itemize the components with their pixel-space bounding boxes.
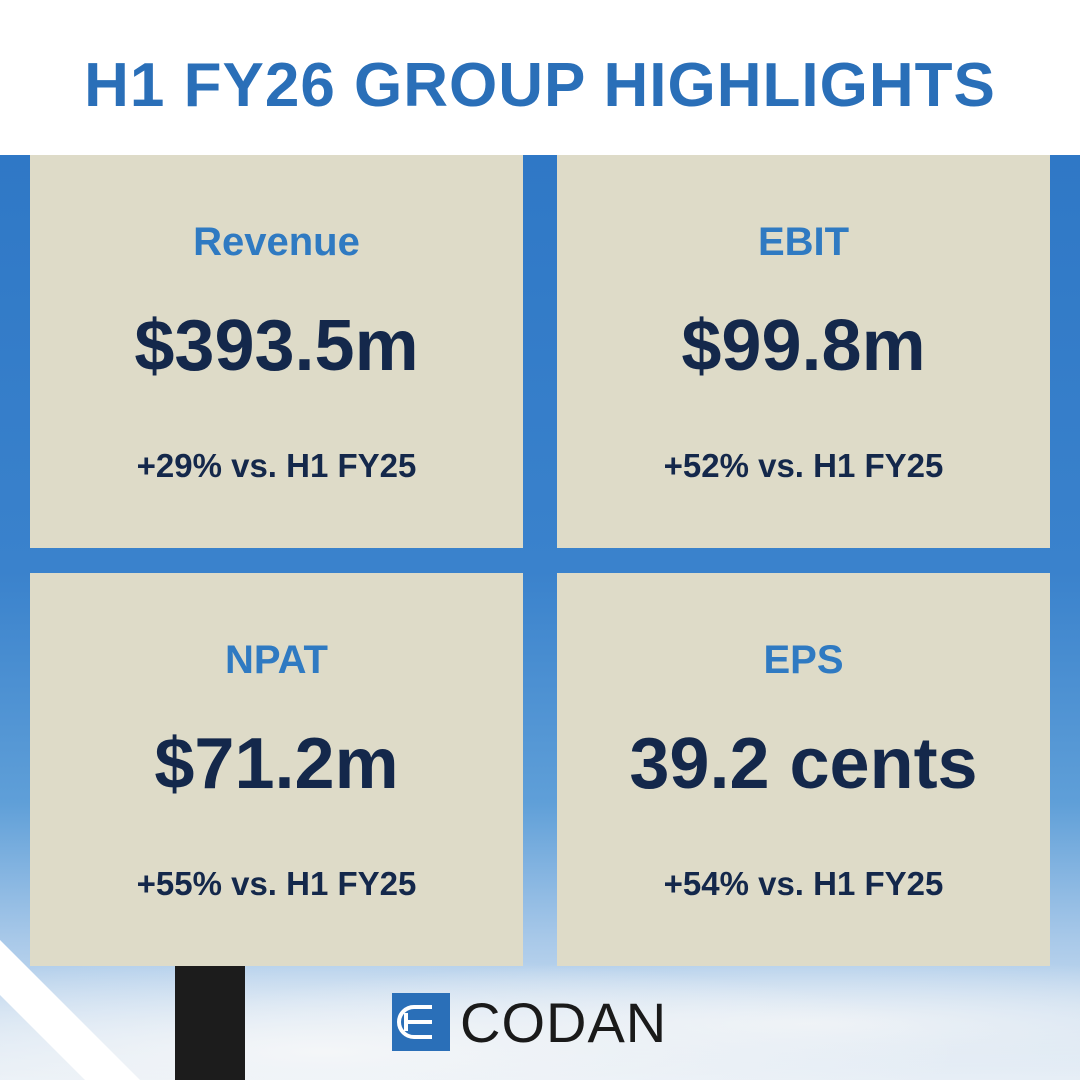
card-value: $99.8m	[681, 306, 926, 386]
card-label: EBIT	[757, 220, 850, 264]
card-change: +55% vs. H1 FY25	[136, 865, 417, 902]
title: H1 FY26 GROUP HIGHLIGHTS	[84, 51, 996, 120]
diagonal-stripe	[0, 940, 140, 1080]
card: EBIT $99.8m +52% vs. H1 FY25	[557, 155, 1050, 548]
device	[175, 965, 245, 1080]
logo-text: CODAN	[460, 990, 668, 1054]
card-value: $71.2m	[154, 724, 399, 804]
logo: CODAN	[392, 991, 667, 1054]
card-label: EPS	[763, 638, 844, 682]
card: Revenue $393.5m +29% vs. H1 FY25	[30, 155, 523, 548]
card-change: +29% vs. H1 FY25	[136, 447, 417, 484]
logo-icon	[392, 993, 450, 1051]
card: NPAT $71.2m +55% vs. H1 FY25	[30, 573, 523, 966]
card-label: Revenue	[193, 220, 360, 264]
card-value: 39.2 cents	[629, 724, 978, 804]
card-value: $393.5m	[134, 306, 419, 386]
card-change: +54% vs. H1 FY25	[663, 865, 944, 902]
card: EPS 39.2 cents +54% vs. H1 FY25	[557, 573, 1050, 966]
card-label: NPAT	[225, 638, 328, 682]
card-change: +52% vs. H1 FY25	[663, 447, 944, 484]
